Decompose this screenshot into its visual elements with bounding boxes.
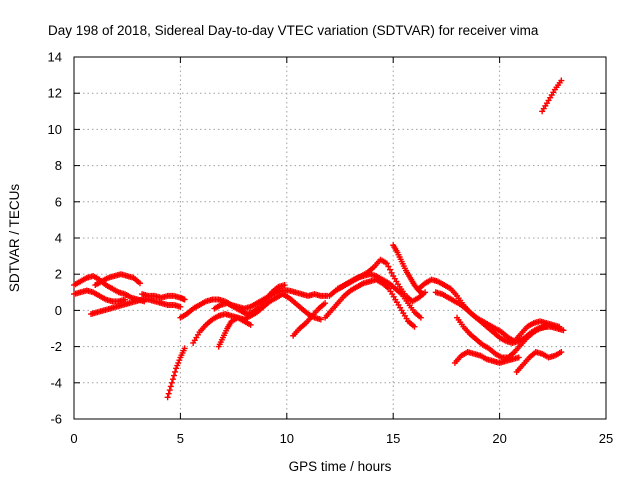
- data-point: [176, 357, 183, 364]
- y-axis-label: SDTVAR / TECUs: [7, 184, 22, 293]
- data-point: [418, 290, 425, 297]
- x-tick-label: 25: [599, 431, 613, 446]
- y-tick-label: -2: [50, 339, 62, 354]
- series-arc-6: [164, 345, 188, 401]
- y-tick-label: 12: [48, 86, 62, 101]
- data-point: [560, 327, 567, 334]
- data-point: [387, 266, 394, 273]
- series-arc-15: [390, 242, 426, 298]
- series-arc-13: [322, 276, 418, 330]
- data-point: [383, 260, 390, 267]
- series-arc-21: [539, 77, 565, 115]
- y-tick-label: 14: [48, 50, 62, 65]
- data-point: [169, 376, 176, 383]
- data-point: [388, 269, 395, 276]
- series-arc-5: [139, 291, 188, 303]
- data-point: [168, 379, 175, 386]
- axis-tick-labels: 0 5 10 15 20 25 -6 -4 -2 0 2 4 6 8 10 12 14: [48, 50, 614, 447]
- series-arc-2: [71, 287, 129, 305]
- data-point: [281, 282, 288, 289]
- axis-ticks: [73, 56, 607, 420]
- x-tick-label: 5: [177, 431, 184, 446]
- y-tick-label: 6: [55, 194, 62, 209]
- x-tick-label: 10: [280, 431, 294, 446]
- data-point: [322, 300, 329, 307]
- data-point: [181, 345, 188, 352]
- series-arc-20: [513, 349, 565, 375]
- x-tick-label: 0: [70, 431, 77, 446]
- y-tick-label: -4: [50, 375, 62, 390]
- grid: [74, 57, 606, 419]
- chart-title: Day 198 of 2018, Sidereal Day-to-day VTE…: [48, 23, 539, 38]
- data-point: [165, 390, 172, 397]
- y-tick-label: 2: [55, 267, 62, 282]
- x-axis-label: GPS time / hours: [289, 459, 392, 474]
- data-point: [515, 354, 522, 361]
- y-tick-label: 4: [55, 231, 62, 246]
- data-point: [173, 365, 180, 372]
- series-arc-11: [290, 300, 329, 339]
- data-point: [385, 263, 392, 270]
- data-point: [558, 77, 565, 84]
- series-arc-9: [215, 314, 254, 350]
- series-arc-10: [211, 282, 288, 318]
- series-arc-14: [334, 271, 424, 321]
- series-arc-17: [432, 289, 567, 346]
- x-tick-label: 20: [492, 431, 506, 446]
- data-point: [558, 349, 565, 356]
- data-point: [166, 387, 173, 394]
- data-point: [136, 280, 143, 287]
- data-point: [247, 321, 254, 328]
- y-tick-label: 0: [55, 303, 62, 318]
- data-point: [167, 383, 174, 390]
- series-arc-3: [88, 296, 184, 318]
- data-point: [175, 359, 182, 366]
- series-arc-19: [451, 349, 522, 366]
- x-tick-label: 15: [386, 431, 400, 446]
- data-point: [317, 316, 324, 323]
- y-tick-label: 8: [55, 158, 62, 173]
- series-arc-4: [92, 271, 143, 289]
- data-point: [543, 323, 550, 330]
- data-point: [177, 303, 184, 310]
- data-point: [181, 296, 188, 303]
- data-point: [411, 323, 418, 330]
- y-tick-label: 10: [48, 122, 62, 137]
- y-tick-label: -6: [50, 412, 62, 427]
- data-points: [71, 77, 567, 401]
- data-point: [419, 291, 426, 298]
- data-point: [417, 314, 424, 321]
- data-point: [172, 368, 179, 375]
- data-point: [171, 372, 178, 379]
- data-point: [164, 394, 171, 401]
- data-point: [174, 362, 181, 369]
